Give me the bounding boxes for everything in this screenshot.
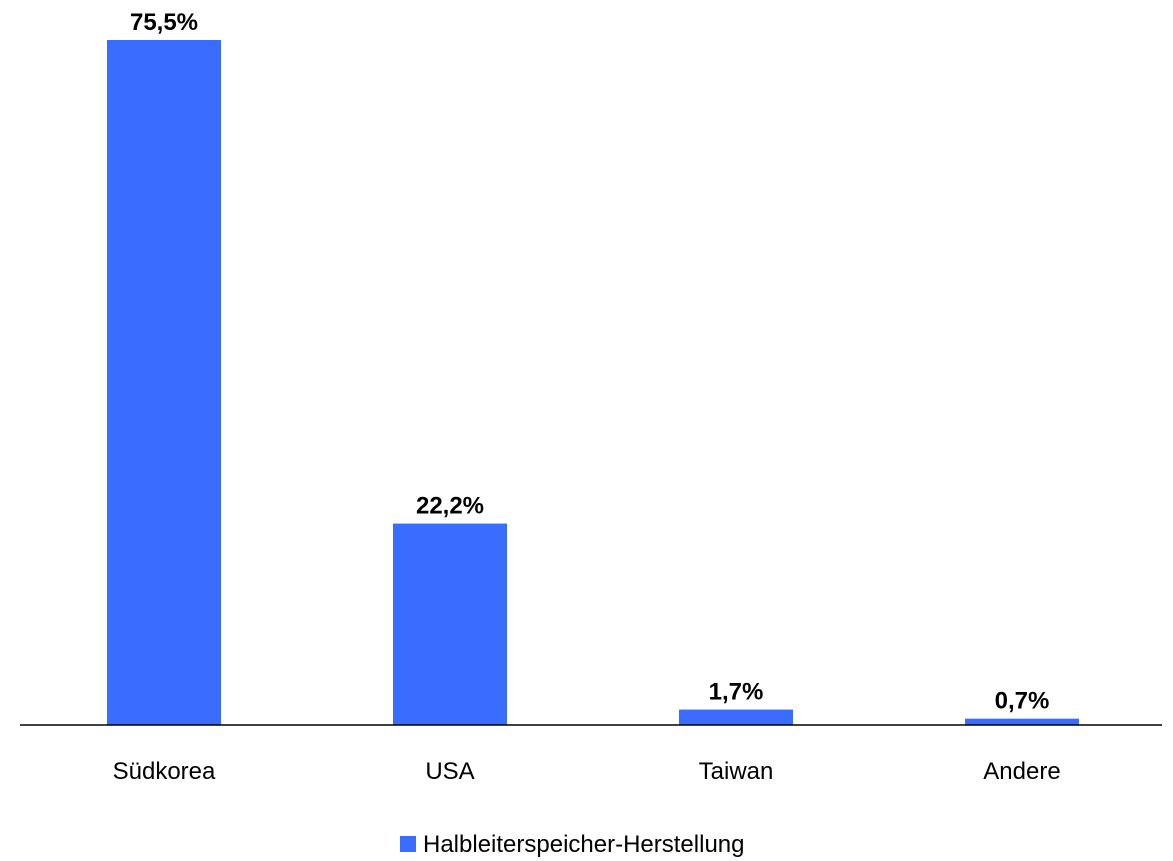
value-labels-layer: 75,5% 22,2% 1,7% 0,7% bbox=[130, 9, 1049, 715]
legend: Halbleiterspeicher-Herstellung bbox=[400, 831, 744, 858]
x-tick-label-usa: USA bbox=[425, 758, 474, 785]
legend-swatch bbox=[400, 836, 416, 852]
x-tick-label-taiwan: Taiwan bbox=[699, 758, 774, 785]
x-tick-label-andere: Andere bbox=[983, 758, 1060, 785]
bar-südkorea bbox=[107, 40, 221, 725]
value-label-andere: 0,7% bbox=[995, 688, 1050, 715]
bar-usa bbox=[393, 523, 507, 725]
value-label-usa: 22,2% bbox=[416, 493, 484, 520]
bar-andere bbox=[965, 718, 1079, 725]
legend-label: Halbleiterspeicher-Herstellung bbox=[423, 831, 744, 858]
x-tick-label-südkorea: Südkorea bbox=[113, 758, 216, 785]
value-label-taiwan: 1,7% bbox=[709, 679, 764, 706]
value-label-südkorea: 75,5% bbox=[130, 9, 198, 36]
bars-layer bbox=[107, 40, 1079, 725]
x-tick-labels: Südkorea USA Taiwan Andere bbox=[113, 758, 1061, 785]
bar-taiwan bbox=[679, 709, 793, 725]
